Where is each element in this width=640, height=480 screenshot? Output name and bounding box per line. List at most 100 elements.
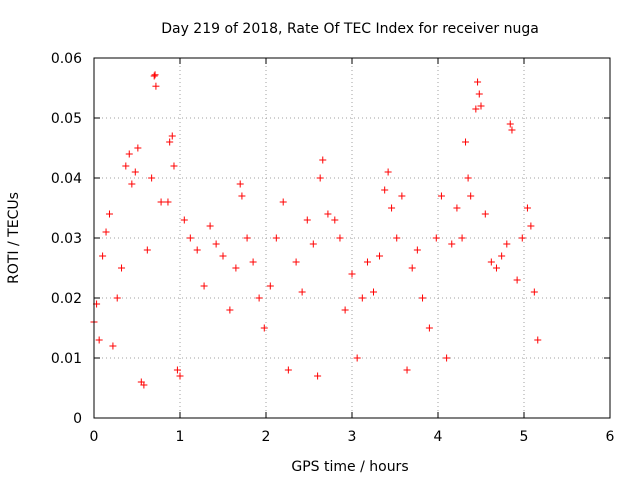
- data-point: [425, 324, 433, 332]
- data-point: [331, 216, 339, 224]
- data-point: [477, 102, 485, 110]
- data-point: [348, 270, 356, 278]
- data-point: [363, 258, 371, 266]
- data-point: [458, 234, 466, 242]
- data-point: [358, 294, 366, 302]
- data-point: [131, 168, 139, 176]
- data-point: [140, 381, 148, 389]
- y-tick-labels: 0 0.01 0.02 0.03 0.04 0.05 0.06: [51, 51, 82, 427]
- data-point: [134, 144, 142, 152]
- data-point: [381, 186, 389, 194]
- ticks-layer: [93, 57, 611, 419]
- x-tick-label: 2: [262, 429, 271, 445]
- data-point: [150, 72, 158, 80]
- data-point: [503, 240, 511, 248]
- x-tick-label: 1: [176, 429, 185, 445]
- x-tick-label: 3: [348, 429, 357, 445]
- data-point: [255, 294, 263, 302]
- data-point: [508, 126, 516, 134]
- data-point: [176, 372, 184, 380]
- grid-layer: [94, 58, 610, 418]
- data-point: [319, 156, 327, 164]
- y-tick-label: 0.05: [51, 111, 82, 127]
- data-point: [193, 246, 201, 254]
- data-point: [122, 162, 130, 170]
- data-point: [316, 174, 324, 182]
- y-axis-label: ROTI / TECUs: [6, 192, 22, 284]
- data-point: [105, 210, 113, 218]
- data-point: [408, 264, 416, 272]
- x-tick-label: 0: [90, 429, 99, 445]
- data-point: [206, 222, 214, 230]
- x-tick-label: 6: [606, 429, 615, 445]
- data-point: [118, 264, 126, 272]
- data-point: [448, 240, 456, 248]
- data-point: [266, 282, 274, 290]
- data-point: [238, 192, 246, 200]
- data-point: [109, 342, 117, 350]
- chart-title: Day 219 of 2018, Rate Of TEC Index for r…: [161, 21, 539, 37]
- data-point: [506, 120, 514, 128]
- data-point: [464, 174, 472, 182]
- data-point: [443, 354, 451, 362]
- data-point: [472, 105, 480, 113]
- data-point: [166, 138, 174, 146]
- data-point: [249, 258, 257, 266]
- y-tick-label: 0.02: [51, 291, 82, 307]
- data-point: [370, 288, 377, 296]
- data-point: [437, 192, 445, 200]
- data-point: [336, 234, 344, 242]
- data-point: [125, 150, 133, 158]
- data-point: [398, 192, 406, 200]
- data-point: [518, 234, 526, 242]
- data-point: [151, 71, 159, 79]
- data-point: [148, 174, 156, 182]
- x-tick-label: 5: [520, 429, 529, 445]
- data-point: [170, 162, 178, 170]
- data-point: [226, 306, 234, 314]
- y-tick-label: 0: [73, 411, 82, 427]
- data-point: [453, 204, 461, 212]
- data-point: [113, 294, 121, 302]
- x-axis-label: GPS time / hours: [291, 459, 408, 475]
- data-point: [527, 222, 535, 230]
- data-point: [481, 210, 489, 218]
- data-point: [403, 366, 411, 374]
- data-point: [474, 78, 482, 86]
- data-point: [303, 216, 311, 224]
- data-point: [219, 252, 227, 260]
- data-point: [498, 252, 506, 260]
- data-point: [173, 366, 181, 374]
- y-tick-label: 0.01: [51, 351, 82, 367]
- data-point: [341, 306, 349, 314]
- data-point: [413, 246, 421, 254]
- data-point: [376, 252, 384, 260]
- data-point: [168, 132, 176, 140]
- data-point: [180, 216, 188, 224]
- data-point: [384, 168, 392, 176]
- data-point: [309, 240, 317, 248]
- data-point: [260, 324, 268, 332]
- data-point: [236, 180, 244, 188]
- data-point: [393, 234, 401, 242]
- data-point: [99, 252, 107, 260]
- data-points-layer: [90, 71, 542, 389]
- data-point: [143, 246, 151, 254]
- x-tick-labels: 0 1 2 3 4 5 6: [90, 429, 615, 445]
- data-point: [467, 192, 475, 200]
- data-point: [523, 204, 531, 212]
- data-point: [95, 336, 103, 344]
- data-point: [272, 234, 280, 242]
- data-point: [186, 234, 194, 242]
- data-point: [419, 294, 427, 302]
- y-tick-label: 0.04: [51, 171, 82, 187]
- data-point: [279, 198, 287, 206]
- data-point: [298, 288, 306, 296]
- data-point: [353, 354, 361, 362]
- data-point: [314, 372, 322, 380]
- data-point: [128, 180, 136, 188]
- data-point: [157, 198, 165, 206]
- data-point: [475, 90, 483, 98]
- data-point: [164, 198, 172, 206]
